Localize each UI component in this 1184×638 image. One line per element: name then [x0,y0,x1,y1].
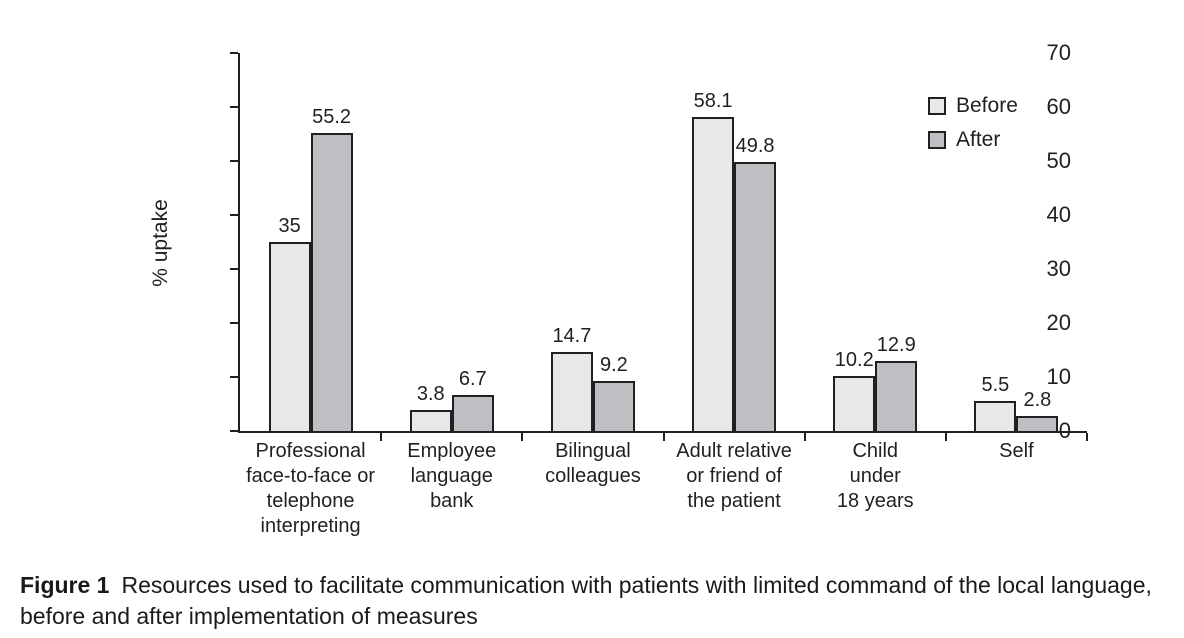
bar-value-label: 12.9 [876,334,916,357]
bar-before-5 [974,401,1017,431]
y-tick-mark [230,322,238,324]
category-label-0: Professional face-to-face or telephone i… [246,440,376,537]
category-label-2: Bilingual colleagues [545,440,641,487]
bar-before-0 [268,242,311,431]
plot-area: 0 10 20 30 40 50 60 70 35 55.2 3.8 6.7 14.7 9.2 58.1 4… [230,42,1088,537]
x-tick-mark [1086,433,1088,441]
bar-after-1 [451,394,494,431]
bar-value-label: 10.2 [834,348,874,371]
bar-after-0 [310,132,353,431]
y-tick-label: 0 [1058,418,1071,443]
figure-caption-label: Figure 1 [20,572,110,598]
bar-value-label: 58.1 [693,90,733,113]
bar-value-label: 5.5 [981,374,1010,397]
y-tick-label: 60 [1046,94,1071,119]
y-tick-mark [230,160,238,162]
bar-before-1 [409,410,452,431]
bar-before-2 [550,351,593,431]
category-label-5: Self [999,440,1034,462]
x-tick-mark [944,433,947,441]
legend-item-after: After [928,129,1018,150]
category-label-1: Employee language bank [407,440,497,512]
bar-after-5 [1016,415,1059,431]
x-tick-mark [521,433,524,441]
category-label-3: Adult relative or friend of the patient [676,440,792,512]
bar-value-label: 6.7 [458,367,487,390]
category-label-4: Child under 18 years [836,440,914,512]
bar-value-label: 2.8 [1023,388,1052,411]
figure-caption: Figure 1 Resources used to facilitate com… [20,570,1170,632]
y-tick-mark [230,52,238,54]
bar-value-label: 3.8 [416,383,445,406]
y-tick-label: 50 [1046,148,1071,173]
bar-before-4 [833,375,876,431]
y-tick-label: 20 [1046,310,1071,335]
bar-after-2 [592,381,635,431]
legend-label: Before [956,94,1018,117]
bar-after-4 [875,361,918,431]
y-tick-mark [230,430,238,432]
y-tick-mark [230,268,238,270]
bar-value-label: 55.2 [312,105,352,128]
legend-swatch-icon [928,96,946,115]
legend: Before After [928,95,1018,163]
y-tick-label: 10 [1046,364,1071,389]
x-tick-mark [662,433,665,441]
bar-value-label: 49.8 [735,135,775,158]
y-tick-mark [230,376,238,378]
y-tick-label: 70 [1046,40,1071,65]
bar-value-label: 14.7 [552,324,592,347]
y-tick-label: 40 [1046,202,1071,227]
bar-after-3 [734,162,777,431]
x-tick-mark [380,433,383,441]
legend-swatch-icon [928,130,946,149]
x-tick-mark [803,433,806,441]
y-axis-title: % uptake [149,199,172,287]
bar-before-3 [692,117,735,431]
figure-caption-text: Resources used to facilitate communicati… [20,572,1152,629]
y-tick-mark [230,214,238,216]
bar-value-label: 35 [278,215,301,237]
y-tick-label: 30 [1046,256,1071,281]
legend-item-before: Before [928,95,1018,116]
bar-value-label: 9.2 [600,354,628,377]
legend-label: After [956,128,1001,151]
y-tick-mark [230,106,238,108]
